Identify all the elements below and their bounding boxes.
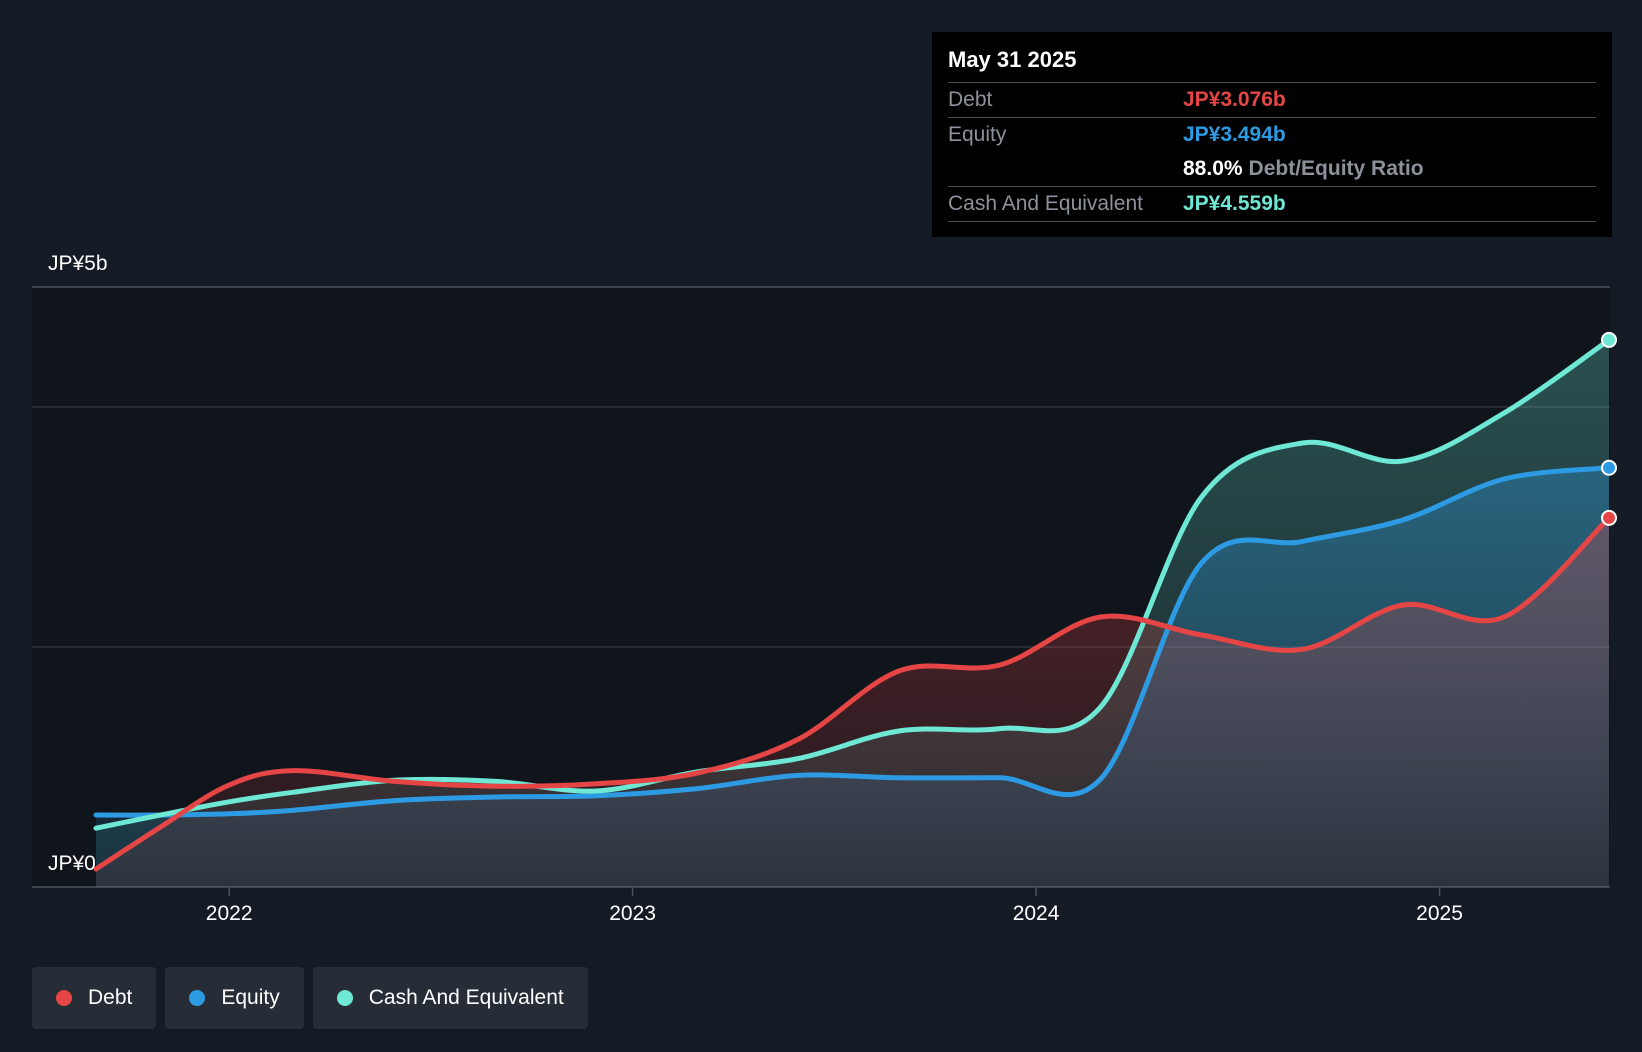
- cash-dot-icon: [336, 990, 353, 1006]
- equity-dot-icon: [189, 990, 206, 1006]
- equity-line: [93, 465, 1612, 818]
- tooltip-row-cash: Cash And Equivalent JP¥4.559b: [948, 187, 1596, 222]
- debt-end-point[interactable]: [1601, 509, 1617, 526]
- equity-end-point[interactable]: [1601, 459, 1617, 476]
- tooltip-debt-label: Debt: [948, 88, 993, 111]
- legend-item-equity[interactable]: Equity: [165, 967, 304, 1029]
- x-axis: 2022 2023 2024 2025: [206, 887, 1463, 925]
- tooltip-row-debt: Debt JP¥3.076b: [948, 83, 1596, 118]
- legend-label-cash: Cash And Equivalent: [368, 986, 564, 1009]
- x-tick-label: 2024: [1013, 902, 1060, 925]
- tooltip-debt-value: JP¥3.076b: [1183, 88, 1286, 111]
- tooltip-cash-value: JP¥4.559b: [1183, 192, 1286, 215]
- series-end-markers: [1601, 331, 1617, 526]
- tooltip-row-equity: Equity JP¥3.494b: [948, 118, 1596, 152]
- tooltip-ratio-value: 88.0%: [1183, 157, 1243, 180]
- legend-label-debt: Debt: [88, 986, 133, 1009]
- legend-label-equity: Equity: [221, 986, 280, 1009]
- legend-item-cash[interactable]: Cash And Equivalent: [312, 967, 588, 1029]
- tooltip-equity-value: JP¥3.494b: [1183, 123, 1286, 146]
- tooltip-row-ratio: 88.0% Debt/Equity Ratio: [948, 152, 1596, 187]
- y-bottom-label: JP¥0: [48, 852, 96, 875]
- y-top-label: JP¥5b: [48, 252, 108, 275]
- tooltip-ratio-label: Debt/Equity Ratio: [1248, 157, 1424, 180]
- tooltip-cash-label: Cash And Equivalent: [948, 192, 1143, 215]
- tooltip-equity-label: Equity: [948, 123, 1007, 146]
- cash-and-equivalent-line: [93, 337, 1612, 831]
- x-tick-label: 2023: [609, 902, 656, 925]
- debt-dot-icon: [56, 990, 72, 1006]
- tooltip-panel: May 31 2025 Debt JP¥3.076b Equity JP¥3.4…: [932, 32, 1612, 237]
- cash-and-equivalent-end-point[interactable]: [1601, 331, 1617, 348]
- x-tick-label: 2022: [206, 902, 253, 925]
- debt-line: [93, 515, 1612, 872]
- legend-item-debt[interactable]: Debt: [32, 967, 157, 1029]
- series-lines: [93, 337, 1612, 872]
- tooltip-date: May 31 2025: [948, 46, 1596, 83]
- x-tick-label: 2025: [1416, 902, 1463, 925]
- legend: Debt Equity Cash And Equivalent: [32, 967, 597, 1029]
